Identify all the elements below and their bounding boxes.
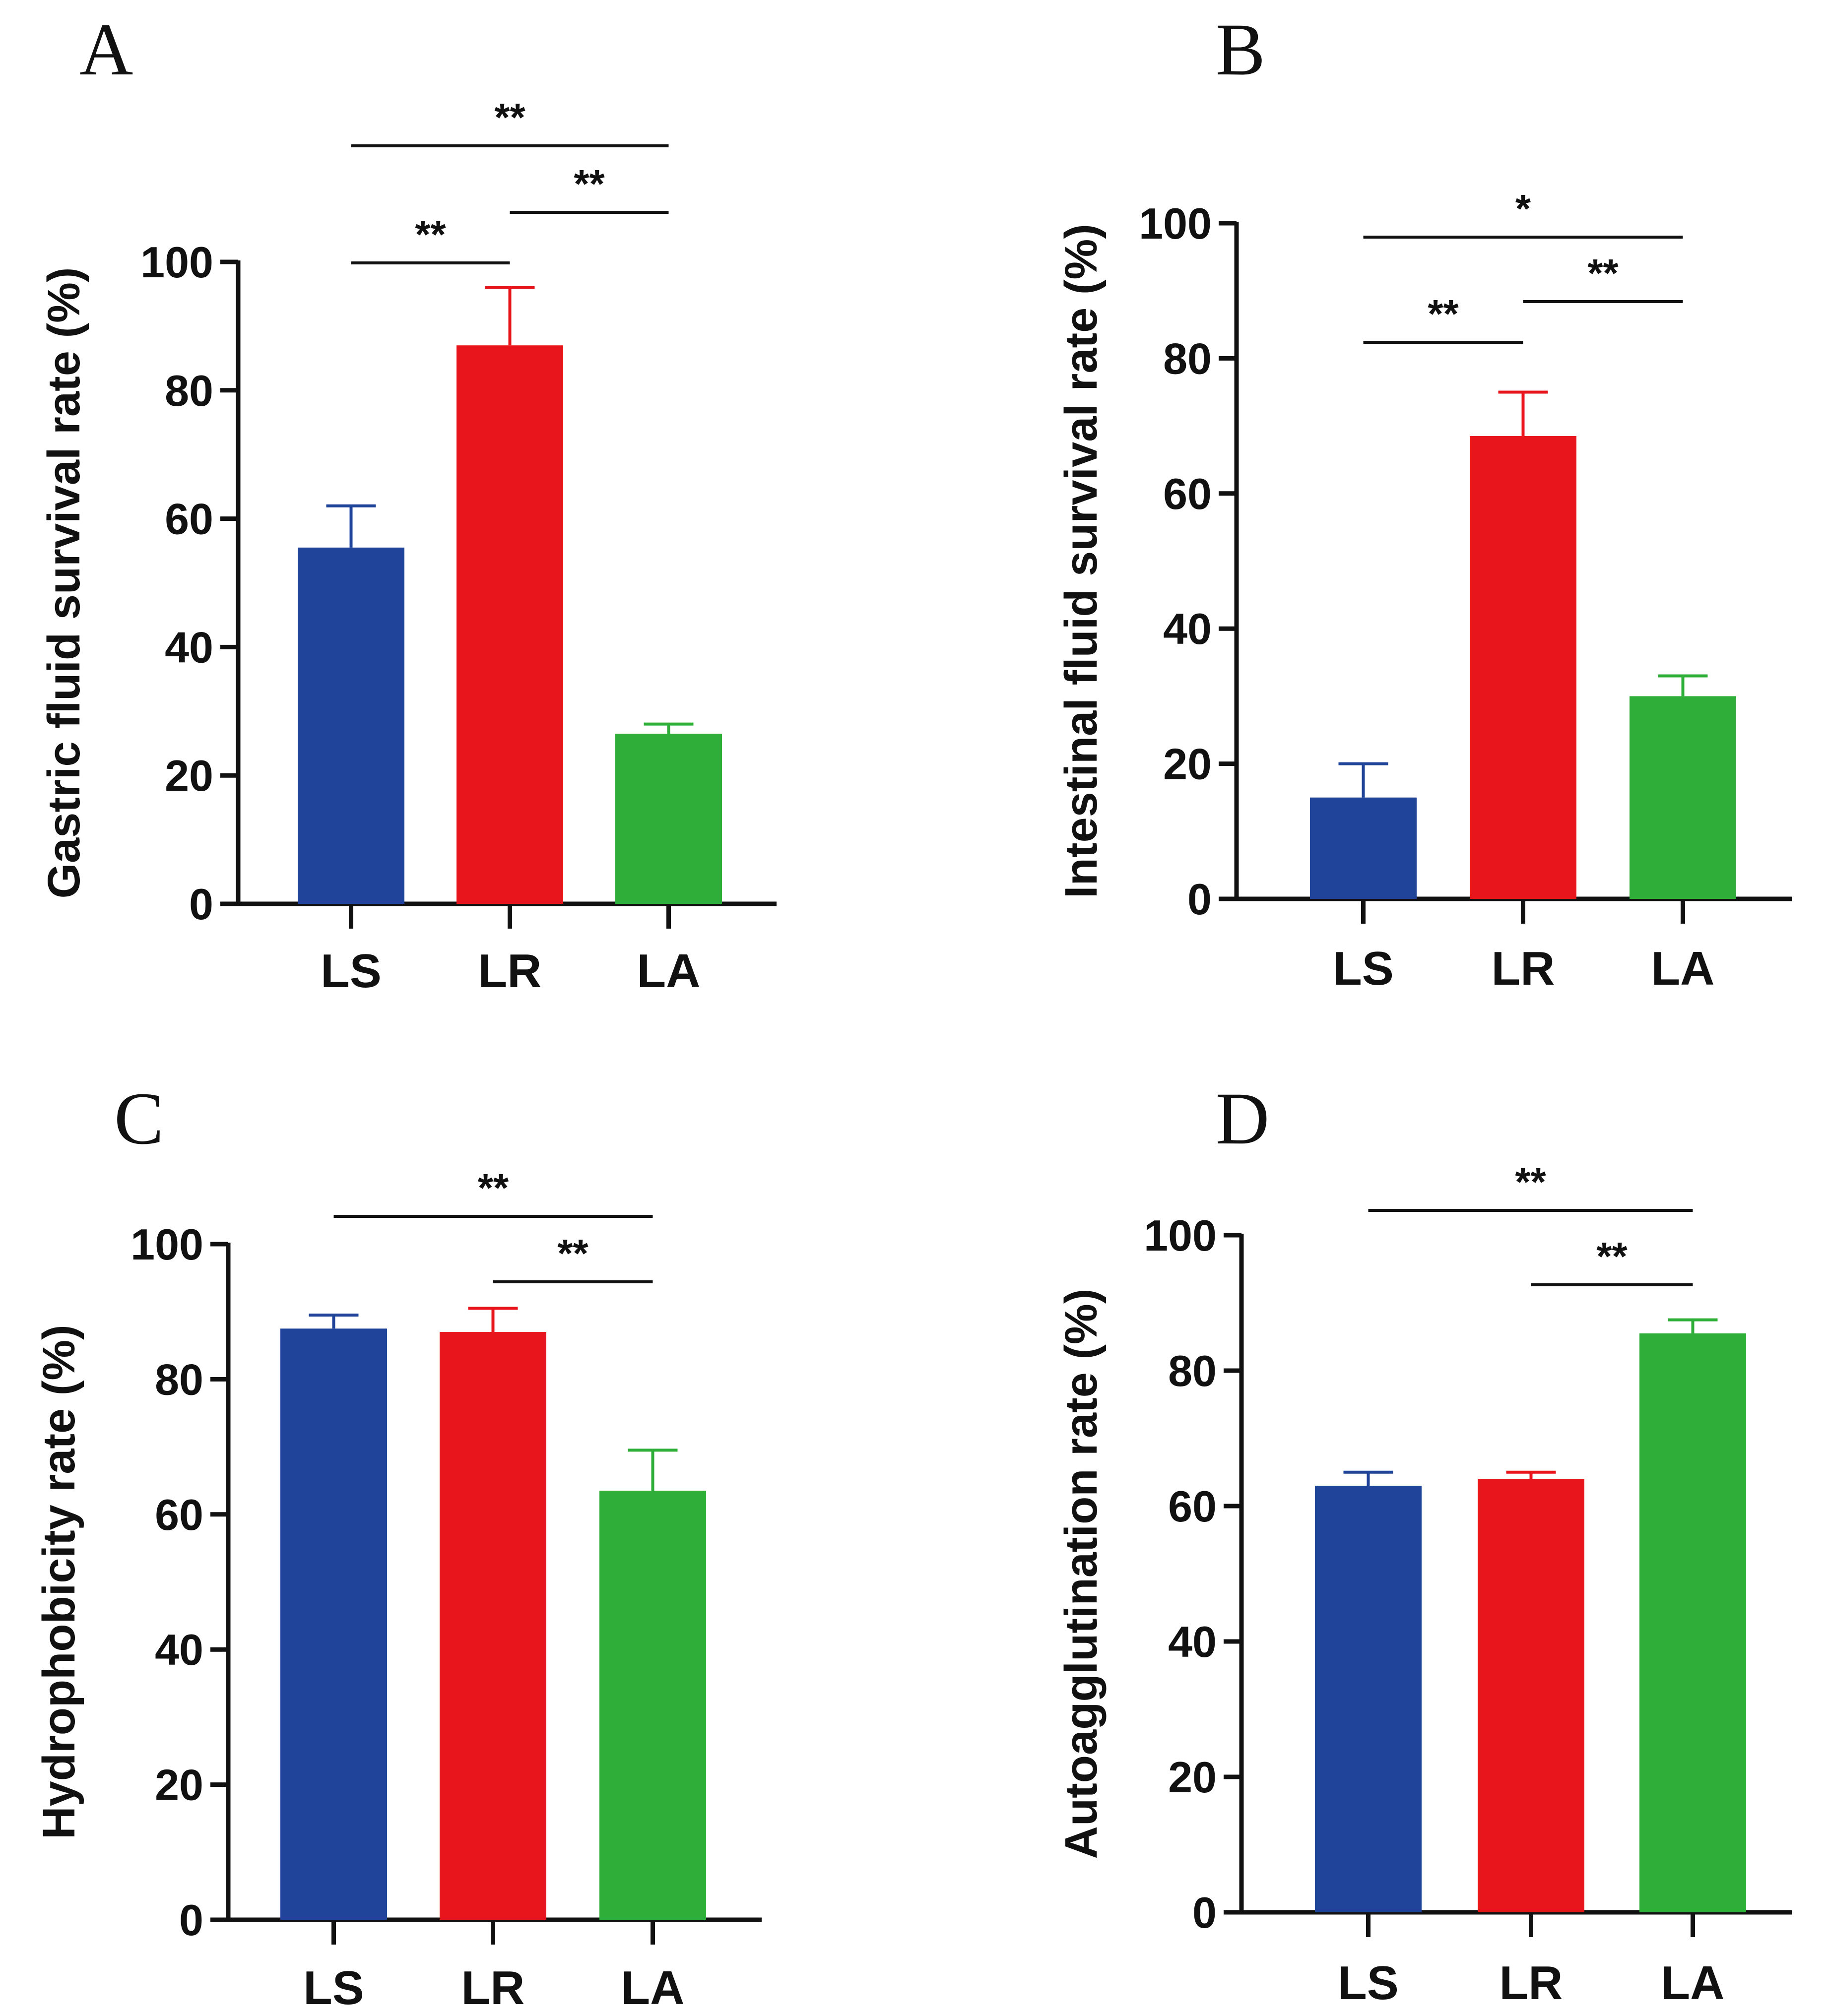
y-tick-label: 20 xyxy=(1168,1753,1217,1802)
significance-label: ** xyxy=(478,1166,509,1210)
y-tick-label: 0 xyxy=(179,1895,203,1945)
significance-label: ** xyxy=(1428,292,1459,336)
y-tick-label: 80 xyxy=(155,1355,203,1404)
x-tick-label-ls: LS xyxy=(1338,1956,1399,2010)
x-tick-label-ls: LS xyxy=(321,945,382,998)
y-tick-label: 0 xyxy=(1187,875,1212,924)
bar-lr xyxy=(1470,436,1576,899)
panel-a: A 0 20 40 60 80 100 Gastric fluid survival rate… xyxy=(39,8,777,998)
x-tick-label-la: LA xyxy=(621,1961,685,2015)
x-tick-label-ls: LS xyxy=(303,1961,364,2015)
y-tick-label: 80 xyxy=(1163,334,1212,383)
bar-lr xyxy=(1478,1479,1584,1912)
x-tick-label-lr: LR xyxy=(461,1961,525,2015)
x-tick-label-lr: LR xyxy=(1500,1956,1563,2010)
x-tick-label-lr: LR xyxy=(478,945,542,998)
y-axis-title: Gastric fluid survival rate (%) xyxy=(39,267,89,898)
bar-ls xyxy=(1315,1486,1422,1912)
bar-la xyxy=(1630,696,1736,899)
y-tick-label: 40 xyxy=(155,1625,203,1674)
y-tick-label: 40 xyxy=(1168,1617,1217,1666)
y-tick-label: 60 xyxy=(165,495,213,544)
y-tick-label: 20 xyxy=(1163,740,1212,789)
bar-la xyxy=(599,1491,706,1920)
y-tick-label: 100 xyxy=(1139,199,1212,248)
y-tick-label: 80 xyxy=(1168,1346,1217,1395)
y-tick-label: 100 xyxy=(130,1220,203,1269)
y-tick-label: 60 xyxy=(155,1490,203,1539)
panel-b: B 0 20 40 60 80 100 Intestinal fluid survival r… xyxy=(1056,8,1792,995)
x-tick-label-la: LA xyxy=(1661,1956,1725,2010)
bar-lr xyxy=(440,1332,546,1920)
y-axis-title: Intestinal fluid survival rate (%) xyxy=(1056,224,1107,898)
bar-la xyxy=(1639,1333,1746,1912)
panel-letter: B xyxy=(1216,8,1265,91)
x-tick-label-la: LA xyxy=(637,945,701,998)
panel-letter: C xyxy=(114,1077,164,1160)
x-tick-label-lr: LR xyxy=(1492,942,1555,995)
bar-ls xyxy=(1310,797,1417,899)
y-tick-label: 0 xyxy=(1192,1888,1217,1937)
y-tick-label: 100 xyxy=(140,238,213,287)
y-tick-label: 0 xyxy=(189,880,213,929)
significance-label: ** xyxy=(1587,251,1619,295)
significance-label: ** xyxy=(1515,1160,1546,1204)
y-tick-label: 20 xyxy=(165,751,213,800)
y-tick-label: 80 xyxy=(165,366,213,415)
bar-ls xyxy=(280,1328,387,1920)
y-tick-label: 20 xyxy=(155,1761,203,1810)
x-tick-label-la: LA xyxy=(1651,942,1715,995)
bar-la xyxy=(615,734,722,904)
y-tick-label: 60 xyxy=(1163,469,1212,518)
panel-c: C 0 20 40 60 80 100 Hydrophobicity rate (%) LS LR… xyxy=(34,1077,762,2015)
panel-d: D 0 20 40 60 80 100 Autoagglutination rate (%) L… xyxy=(1056,1077,1792,2010)
y-axis-title: Hydrophobicity rate (%) xyxy=(34,1324,84,1839)
y-tick-label: 60 xyxy=(1168,1482,1217,1531)
significance-label: ** xyxy=(574,162,605,206)
y-tick-label: 100 xyxy=(1144,1211,1217,1260)
bar-lr xyxy=(457,345,563,904)
significance-label: ** xyxy=(1596,1234,1628,1278)
significance-label: * xyxy=(1515,187,1531,231)
panel-letter: A xyxy=(79,8,133,91)
significance-label: ** xyxy=(415,212,446,256)
panel-letter: D xyxy=(1216,1077,1269,1160)
bar-ls xyxy=(298,547,404,904)
x-tick-label-ls: LS xyxy=(1333,942,1394,995)
significance-label: ** xyxy=(494,95,525,139)
y-tick-label: 40 xyxy=(165,623,213,672)
y-tick-label: 40 xyxy=(1163,604,1212,653)
y-axis-title: Autoagglutination rate (%) xyxy=(1056,1289,1107,1859)
significance-label: ** xyxy=(557,1231,588,1275)
